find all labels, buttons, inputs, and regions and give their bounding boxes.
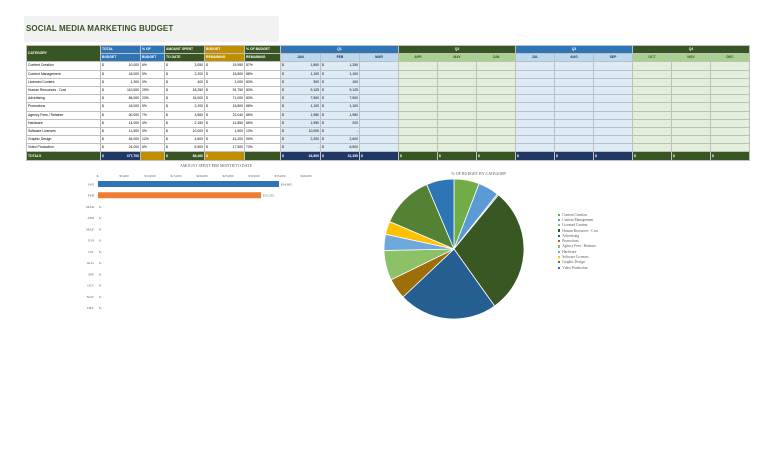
bar-chart-title: AMOUNT SPENT PER MONTH TO DATE xyxy=(180,163,253,168)
legend-swatch xyxy=(558,234,561,237)
bar-y-label: APR xyxy=(87,216,94,220)
legend-item: Human Resources - Cost xyxy=(558,228,598,233)
bar-value-label: $31,355 xyxy=(263,194,274,199)
bar-x-tick: $15,000 xyxy=(170,174,181,179)
bar-feb xyxy=(98,192,262,199)
bar-y-label: JAN xyxy=(88,182,95,186)
bar-x-tick: $5,000 xyxy=(119,174,129,179)
bar-chart: $- $5,000 $10,000 $15,000 $20,000 $25,000 $30,… xyxy=(86,174,312,310)
title-bar xyxy=(24,16,279,42)
bar-value-label: $- xyxy=(99,261,102,265)
bar-x-tick: $20,000 xyxy=(196,174,207,179)
legend-swatch xyxy=(558,224,561,227)
bar-y-label: AUG xyxy=(87,261,95,265)
bar-x-tick: $25,000 xyxy=(222,174,233,179)
legend-item: Software Licenses xyxy=(558,254,598,259)
pie-slice-advertising xyxy=(402,248,496,320)
legend-swatch xyxy=(558,218,561,222)
bar-value-label: $- xyxy=(99,284,102,288)
legend-label: Hardware xyxy=(562,249,577,254)
bar-y-label: OCT xyxy=(87,284,95,288)
table-row: Licensed Content $1,300 0% $400 $1,000 83% $30… xyxy=(26,77,750,87)
legend-label: Promotions xyxy=(562,239,579,244)
legend-label: Content Creation xyxy=(562,212,587,217)
legend-item: Promotions xyxy=(558,238,598,243)
legend-item: Advertising xyxy=(558,233,598,238)
bar-y-label: MAR xyxy=(86,205,94,209)
bar-value-label: $- xyxy=(99,306,102,310)
legend-item: Video Production xyxy=(558,265,598,270)
legend-label: Agency Fees / Retainer xyxy=(562,244,596,249)
legend-label: Licensed Content xyxy=(562,223,588,228)
bar-value-label: $- xyxy=(99,295,102,299)
bar-x-tick: $35,000 xyxy=(274,174,285,179)
bar-y-label: NOV xyxy=(87,295,95,299)
legend-item: Licensed Content xyxy=(558,223,598,228)
legend-swatch xyxy=(558,245,561,248)
legend-label: Advertising xyxy=(562,233,580,238)
bar-x-tick: $10,000 xyxy=(144,174,155,179)
legend-item: Agency Fees / Retainer xyxy=(558,244,598,249)
bar-y-label: JUN xyxy=(88,239,95,243)
legend-swatch xyxy=(558,229,561,232)
table-row: Promotions $18,000 5% $2,200 $15,800 88% $1,10… xyxy=(26,102,750,112)
bar-value-label: $- xyxy=(99,250,102,254)
table-row: Advertising $86,000 23% $15,000 $71,000 83% $7… xyxy=(26,94,750,104)
bar-value-label: $- xyxy=(99,272,102,276)
bar-y-label: MAY xyxy=(86,227,94,231)
pie-legend: Content Creation Content Management Licens… xyxy=(558,212,598,270)
pie-chart-title: % OF BUDGET BY CATEGORY xyxy=(451,171,506,176)
bar-y-label: JUL xyxy=(88,250,94,254)
legend-swatch xyxy=(558,261,561,264)
legend-swatch xyxy=(558,255,561,259)
budget-table: CATEGORY TOTAL % OF AMOUNT SPENT BUDGET … xyxy=(26,44,750,161)
legend-label: Human Resources - Cost xyxy=(562,228,599,233)
pie-slice-human-resources-cost xyxy=(453,194,525,307)
pie-chart xyxy=(383,178,525,320)
totals-dec: $ xyxy=(710,151,750,161)
legend-label: Content Management xyxy=(562,217,594,222)
legend-item: Graphic Design xyxy=(558,260,598,265)
bar-value-label: $34,805 xyxy=(281,182,292,187)
legend-label: Graphic Design xyxy=(562,260,585,265)
bar-value-label: $- xyxy=(99,216,102,220)
bar-x-tick: $- xyxy=(97,174,100,178)
sheet-title: SOCIAL MEDIA MARKETING BUDGET xyxy=(26,24,174,33)
legend-item: Content Creation xyxy=(558,212,598,217)
bar-value-label: $- xyxy=(99,205,102,209)
bar-x-tick: $40,000 xyxy=(300,174,311,179)
legend-swatch xyxy=(558,250,561,253)
bar-y-label: FEB xyxy=(88,194,95,198)
table-row: Graphic Design $46,000 12% $4,800 $41,200 90%… xyxy=(26,135,750,145)
bar-value-label: $- xyxy=(99,239,102,243)
legend-label: Software Licenses xyxy=(562,255,589,260)
legend-swatch xyxy=(558,266,561,269)
header-category: CATEGORY xyxy=(26,44,101,63)
bar-jan xyxy=(98,181,279,187)
bar-x-tick: $30,000 xyxy=(248,174,259,179)
legend-label: Video Production xyxy=(562,265,588,270)
legend-swatch xyxy=(558,240,561,243)
legend-item: Content Management xyxy=(558,217,598,222)
pie-slice-video-production xyxy=(426,178,455,250)
legend-swatch xyxy=(558,213,561,216)
bar-y-label: DEC xyxy=(87,306,95,310)
bar-value-label: $- xyxy=(99,227,102,231)
bar-y-label: SEP xyxy=(88,272,94,276)
legend-item: Hardware xyxy=(558,249,598,254)
